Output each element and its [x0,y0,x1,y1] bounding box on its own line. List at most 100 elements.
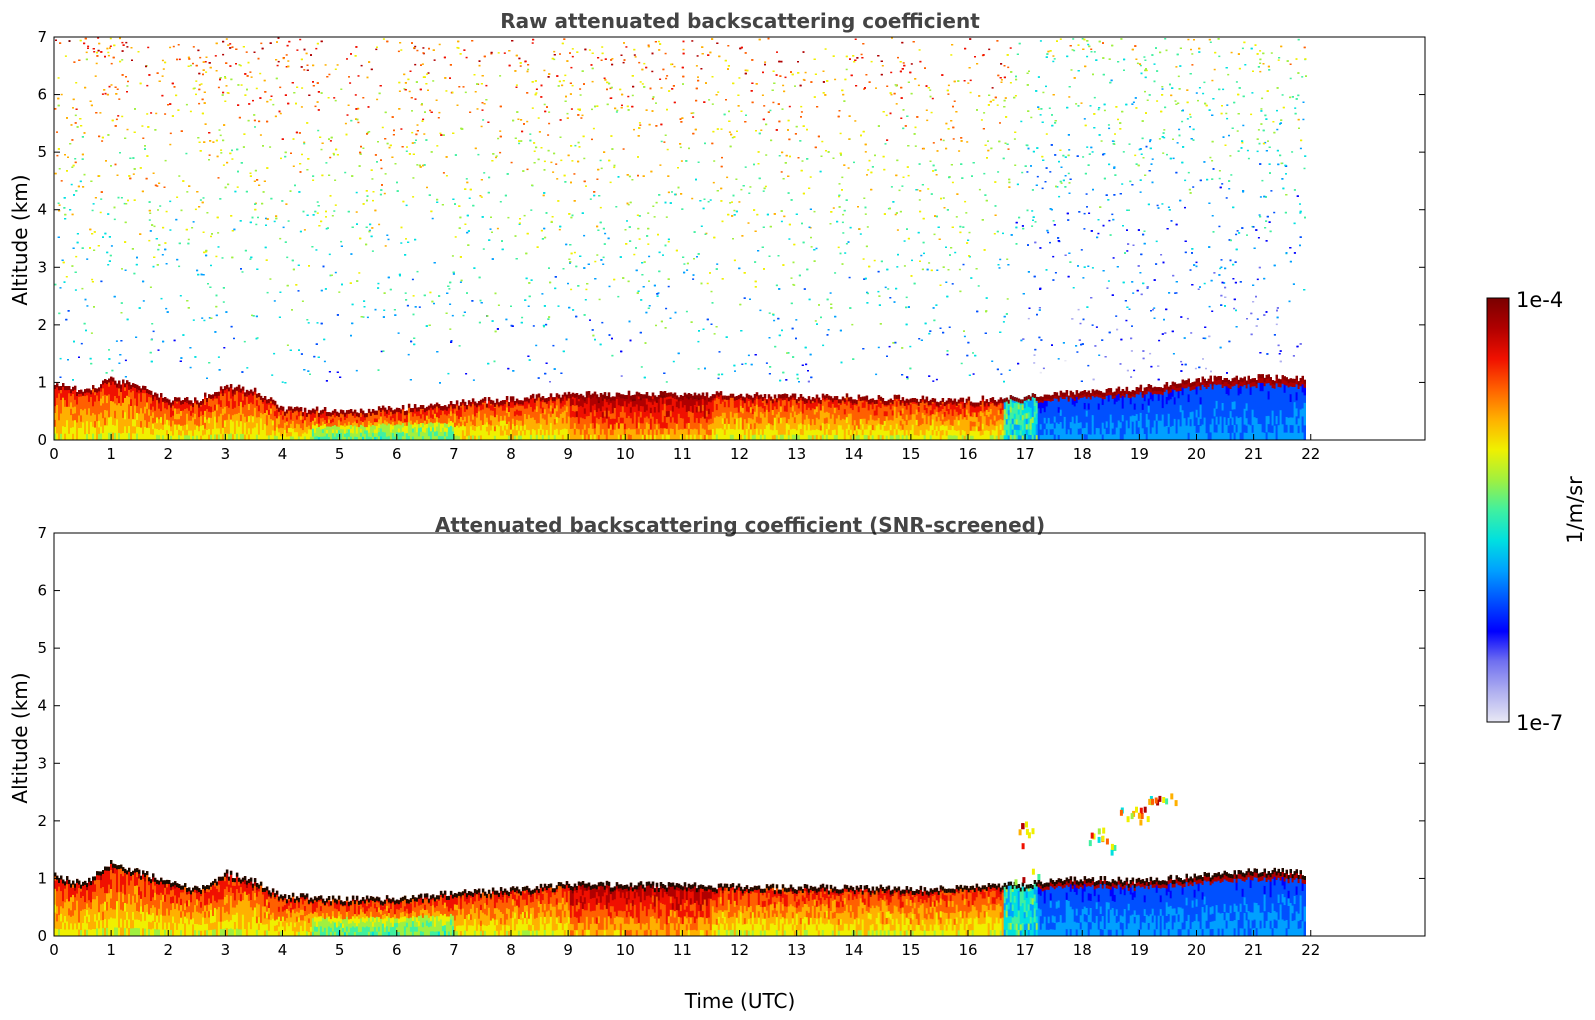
raw-noise-pixel [89,100,92,102]
raw-noise-pixel [98,42,101,45]
raw-noise-pixel [578,146,581,148]
raw-noise-pixel [1073,49,1076,52]
raw-noise-pixel [1095,326,1098,328]
raw-noise-pixel [527,64,530,66]
raw-noise-pixel [1103,109,1106,112]
raw-noise-pixel [252,99,254,102]
raw-noise-pixel [201,317,204,319]
raw-noise-pixel [296,86,299,88]
raw-noise-pixel [113,218,116,221]
raw-noise-pixel [162,226,165,229]
raw-noise-pixel [599,159,602,162]
raw-noise-pixel [928,375,931,377]
raw-noise-pixel [800,111,803,113]
raw-noise-pixel [1007,66,1010,69]
raw-noise-pixel [648,305,651,307]
raw-noise-pixel [215,255,218,258]
raw-noise-pixel [637,290,640,292]
raw-noise-pixel [447,372,450,375]
raw-noise-pixel [281,200,284,202]
raw-noise-pixel [851,323,854,326]
raw-noise-pixel [292,165,295,167]
raw-noise-pixel [690,112,693,114]
raw-noise-pixel [334,204,337,206]
raw-noise-pixel [903,240,906,242]
raw-noise-pixel [59,357,62,360]
raw-noise-pixel [1039,40,1042,42]
raw-noise-pixel [1172,138,1174,140]
raw-noise-pixel [936,269,939,271]
raw-noise-pixel [929,330,932,332]
raw-noise-pixel [127,199,129,202]
raw-noise-pixel [611,63,614,66]
raw-noise-pixel [651,98,654,100]
raw-noise-pixel [243,340,246,343]
raw-noise-pixel [900,117,903,119]
raw-noise-pixel [1151,158,1154,160]
raw-noise-pixel [1192,186,1195,188]
raw-noise-pixel [189,366,192,369]
raw-noise-pixel [386,142,389,145]
raw-noise-pixel [255,337,258,340]
raw-noise-pixel [84,298,87,301]
raw-noise-pixel [1044,181,1047,183]
raw-noise-pixel [90,362,93,365]
raw-noise-pixel [260,42,263,45]
raw-noise-pixel [110,245,113,247]
raw-noise-pixel [411,110,413,112]
raw-noise-pixel [460,279,463,282]
raw-noise-pixel [482,119,485,121]
raw-noise-pixel [397,50,400,53]
raw-noise-pixel [1026,72,1029,74]
raw-noise-pixel [83,173,86,176]
raw-noise-pixel [720,165,723,168]
raw-noise-pixel [1164,106,1167,109]
raw-noise-pixel [1150,365,1153,368]
raw-noise-pixel [178,175,181,177]
raw-noise-pixel [64,55,67,57]
raw-noise-pixel [538,131,541,133]
raw-noise-pixel [1039,114,1042,116]
raw-noise-pixel [534,80,537,82]
raw-noise-pixel [70,183,73,186]
raw-noise-pixel [131,59,133,61]
raw-noise-pixel [1064,156,1067,158]
raw-noise-pixel [362,147,365,149]
raw-noise-pixel [834,272,837,274]
raw-noise-pixel [1042,91,1045,94]
raw-noise-pixel [1168,209,1171,211]
raw-noise-pixel [600,167,603,170]
raw-noise-pixel [71,265,74,267]
raw-noise-pixel [198,84,201,86]
raw-noise-pixel [299,38,302,41]
raw-noise-pixel [346,58,348,60]
raw-noise-pixel [249,71,252,73]
raw-noise-pixel [1257,237,1260,239]
raw-noise-pixel [521,316,524,319]
raw-noise-pixel [285,54,288,56]
raw-noise-pixel [1086,146,1089,148]
raw-noise-pixel [896,229,899,231]
raw-noise-pixel [521,130,524,133]
raw-noise-pixel [114,163,117,166]
raw-noise-pixel [1241,142,1244,144]
raw-noise-pixel [422,52,425,54]
raw-noise-pixel [576,51,579,53]
raw-noise-pixel [1241,47,1244,50]
raw-noise-pixel [195,93,197,96]
raw-noise-pixel [963,330,965,332]
raw-noise-pixel [328,253,331,256]
raw-noise-pixel [686,269,689,271]
raw-noise-pixel [429,109,432,112]
raw-noise-pixel [691,197,694,200]
raw-noise-pixel [302,210,305,213]
raw-noise-pixel [1189,113,1192,116]
raw-noise-pixel [1175,292,1178,294]
raw-noise-pixel [890,71,893,74]
raw-noise-pixel [745,114,747,116]
raw-noise-pixel [187,65,190,67]
raw-noise-pixel [660,87,663,89]
raw-noise-pixel [827,329,830,331]
raw-noise-pixel [1068,86,1071,88]
